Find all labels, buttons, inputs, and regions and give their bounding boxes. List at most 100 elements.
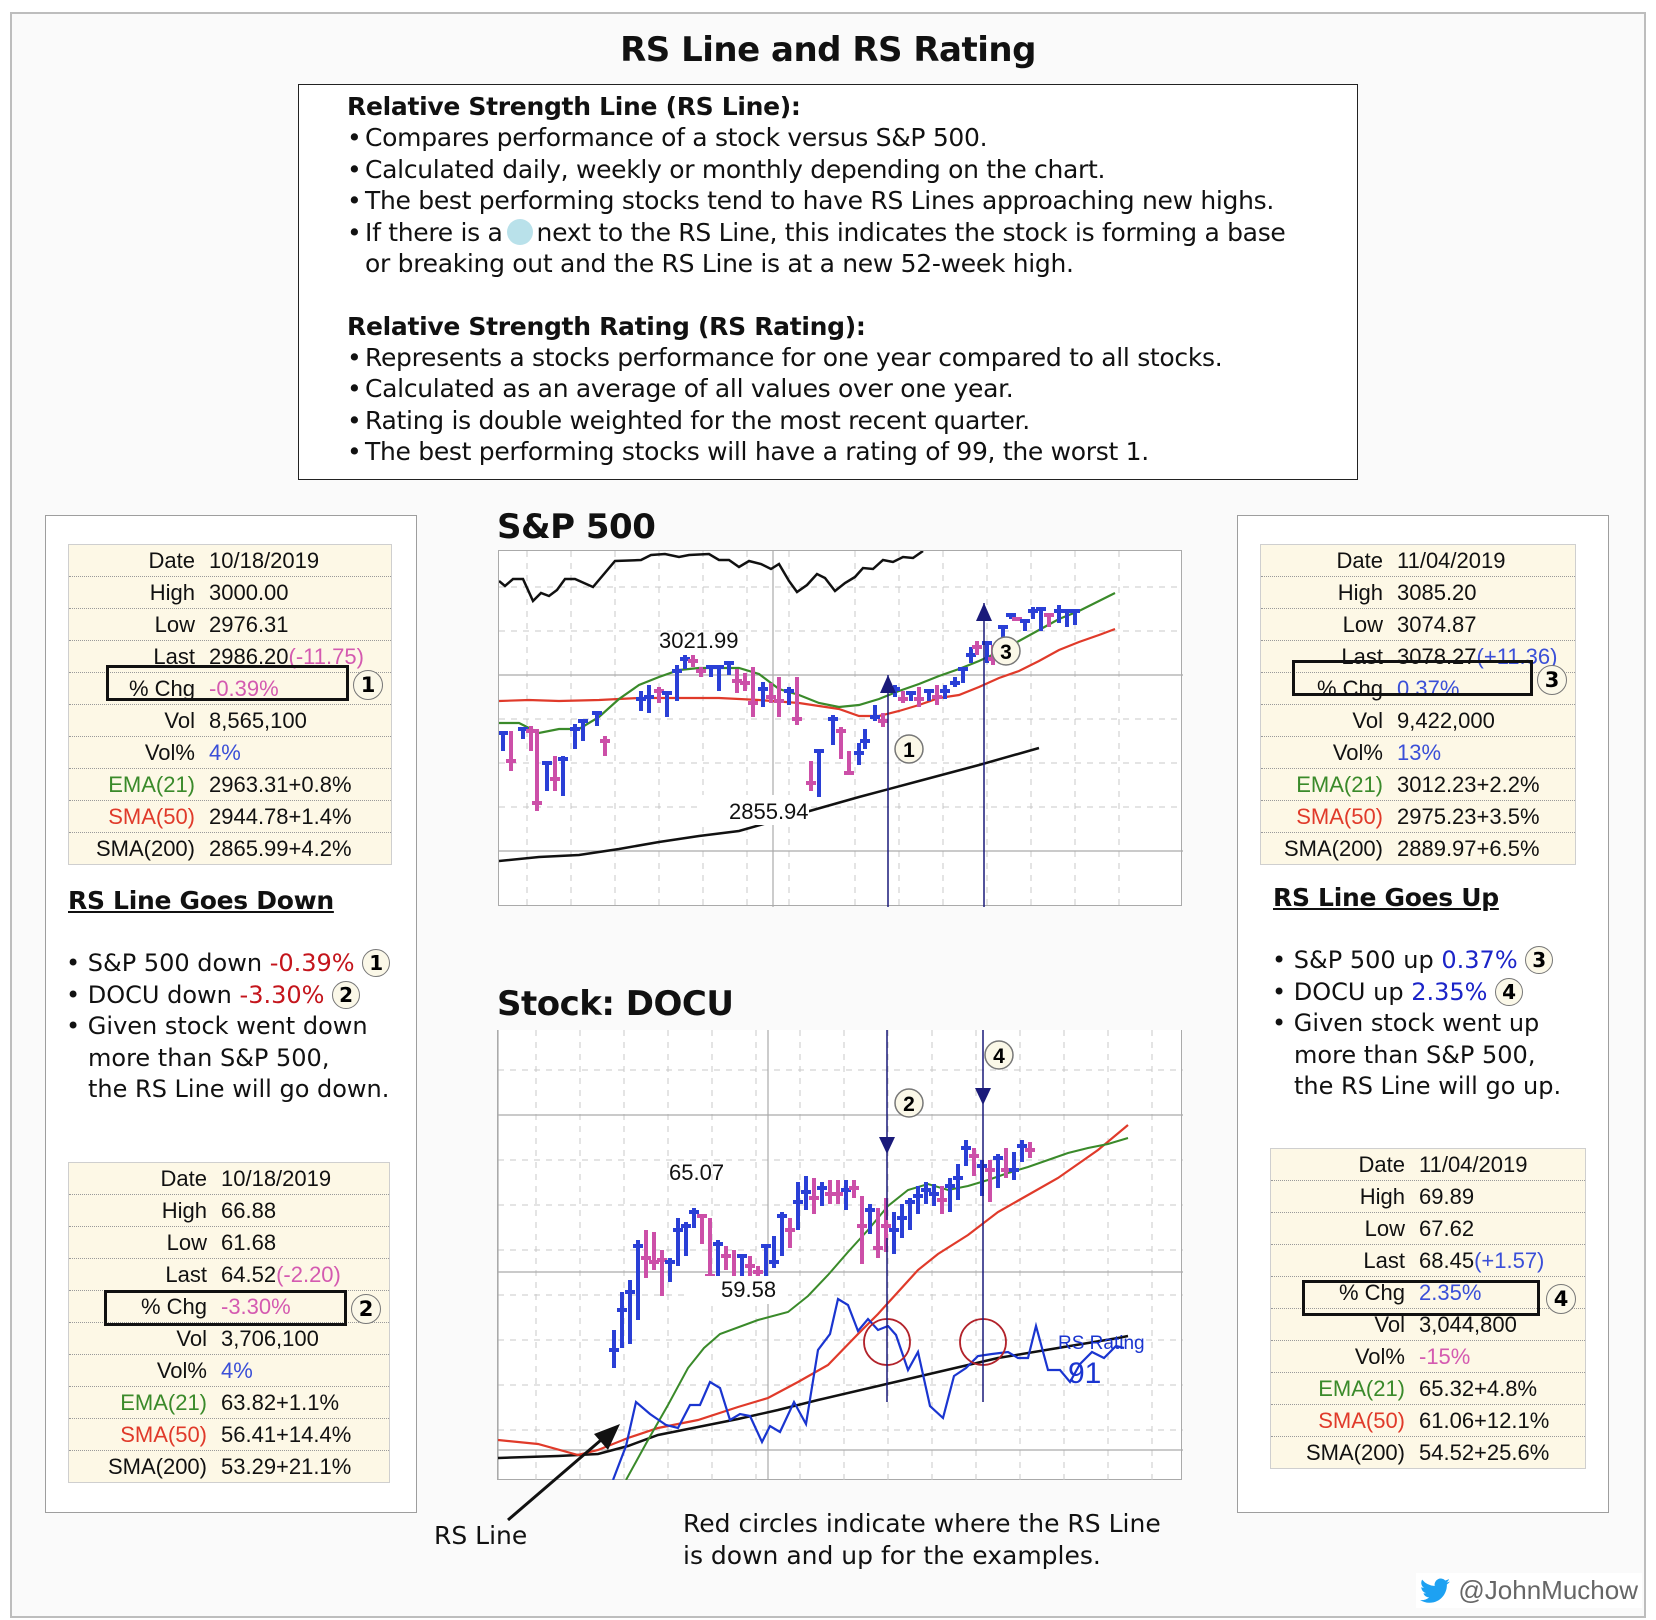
rs-down-bullets: • S&P 500 down -0.39% 1 • DOCU down -3.3…: [66, 948, 391, 1106]
svg-text:4: 4: [993, 1045, 1005, 1068]
list-item: • DOCU down -3.30% 2: [66, 980, 390, 1012]
marker-3-badge: 3: [1525, 946, 1554, 974]
table-row: Vol% -15%: [1271, 1341, 1585, 1373]
page-title: RS Line and RS Rating: [620, 30, 1036, 70]
list-item: • The best performing stocks will have a …: [347, 437, 1149, 466]
sp500-data-table-right: Date 11/04/2019 High 3085.20 Low 3074.87 La…: [1260, 544, 1576, 865]
list-item: • Compares performance of a stock versus …: [347, 123, 988, 152]
docu-high-label: 65.07: [669, 1160, 724, 1185]
table-row: SMA(200) 2865.99+4.2%: [95, 835, 352, 861]
table-row-pct-change: % Chg 0.37%: [1261, 673, 1575, 705]
sp500-chart-title: S&P 500: [497, 507, 656, 547]
marker-2-badge: 2: [332, 980, 361, 1009]
list-item: • Rating is double weighted for the most …: [347, 405, 1030, 435]
twitter-credit[interactable]: @JohnMuchow: [1416, 1573, 1642, 1608]
twitter-bird-icon: [1420, 1577, 1451, 1603]
docu-low-label: 59.58: [721, 1277, 776, 1302]
list-item: • Calculated as an average of all values …: [347, 374, 1014, 403]
arrow-4-head: [975, 1088, 991, 1105]
rs-down-heading: RS Line Goes Down: [68, 886, 334, 915]
sp500-price-bars: [498, 605, 1080, 811]
table-row: Low 67.62: [1271, 1213, 1585, 1245]
pct-change-highlight: [104, 1290, 347, 1326]
table-row: SMA(50) 2944.78+1.4%: [69, 801, 391, 833]
marker-4-badge: [984, 1040, 1014, 1070]
table-row: EMA(21) 63.82+1.1%: [69, 1387, 389, 1419]
table-row: SMA(200) 2889.97+6.5%: [1283, 835, 1540, 861]
sp500-low-label: 2855.94: [729, 799, 809, 824]
marker-1-badge: 1: [353, 670, 383, 700]
table-row: Vol 8,565,100: [69, 705, 391, 737]
table-row-pct-change: % Chg 2.35%: [1271, 1277, 1585, 1309]
twitter-handle: @JohnMuchow: [1458, 1575, 1638, 1605]
sp500-chart: 2855.94 3021.99 1 3: [498, 549, 1183, 907]
table-row-pct-change: % Chg -0.39%: [69, 673, 391, 705]
pct-change-highlight: [1302, 1280, 1540, 1316]
list-item: • If there is a next to the RS Line, this …: [347, 217, 1286, 247]
sp500-data-table-left: Date 10/18/2019 High 3000.00 Low 2976.31 La…: [68, 544, 392, 865]
table-row: Date 10/18/2019: [69, 1163, 389, 1195]
docu-price-chart: 59.58 65.07 2 4 RS Rating 91: [497, 1030, 1183, 1481]
table-row: Low 3074.87: [1261, 609, 1575, 641]
rs-rating-bullets: • Represents a stocks performance for one…: [347, 342, 1357, 468]
definitions-box: Relative Strength Line (RS Line): • Compa…: [298, 84, 1358, 480]
svg-text:2: 2: [903, 1093, 915, 1116]
table-row: Vol% 13%: [1261, 737, 1575, 769]
list-item: • Given stock went down: [66, 1012, 368, 1040]
list-item: • S&P 500 down -0.39% 1: [66, 948, 391, 980]
table-row: Last 68.45 (+1.57): [1271, 1245, 1585, 1277]
rs-up-heading: RS Line Goes Up: [1273, 883, 1499, 912]
docu-chart: 59.58 65.07 2 4 RS Rating 91: [497, 1030, 1183, 1481]
table-row: SMA(50) 2975.23+3.5%: [1261, 801, 1575, 833]
docu-data-table-right: Date 11/04/2019 High 69.89 Low 67.62 Last 68…: [1270, 1148, 1586, 1469]
table-row: Last 2986.20 (-11.75): [69, 641, 391, 673]
marker-4-badge: 4: [1546, 1284, 1576, 1314]
rs-rating-label: RS Rating: [1058, 1333, 1145, 1354]
table-row: Date 10/18/2019: [69, 545, 391, 577]
sp500-price-chart: 2855.94 3021.99 1 3: [498, 549, 1183, 907]
table-row: Low 61.68: [69, 1227, 389, 1259]
rs-line-bullets: • Compares performance of a stock versus …: [347, 122, 1357, 280]
list-item: • Calculated daily, weekly or monthly dep…: [347, 154, 1106, 184]
rs-line-label: RS Line: [434, 1521, 528, 1550]
list-item: • S&P 500 up 0.37% 3: [1272, 945, 1561, 977]
rs-up-bullets: • S&P 500 up 0.37% 3 • DOCU up 2.35% 4 •…: [1272, 945, 1561, 1103]
table-row: EMA(21) 65.32+4.8%: [1271, 1373, 1585, 1405]
table-row: Vol 3,706,100: [69, 1323, 389, 1355]
svg-text:3: 3: [1000, 641, 1012, 664]
rs-line-heading: Relative Strength Line (RS Line):: [347, 92, 801, 121]
pct-change-highlight: [106, 665, 349, 701]
blue-dot-icon: [506, 218, 533, 245]
rs-rating-value: 91: [1068, 1357, 1101, 1390]
arrow-2-head: [879, 1137, 895, 1154]
list-item: • Given stock went up: [1272, 1009, 1540, 1037]
docu-data-table-left: Date 10/18/2019 High 66.88 Low 61.68 Last 64…: [68, 1162, 390, 1483]
table-row: Date 11/04/2019: [1261, 545, 1575, 577]
red-circles-note: Red circles indicate where the RS Line i…: [683, 1509, 1161, 1570]
sp500-high-label: 3021.99: [659, 628, 739, 653]
table-row: SMA(50) 61.06+12.1%: [1271, 1405, 1585, 1437]
list-item-continuation: or breaking out and the RS Line is at a …: [365, 249, 1074, 278]
table-row: High 3085.20: [1261, 577, 1575, 609]
list-item: • Represents a stocks performance for one…: [347, 342, 1223, 372]
docu-chart-title: Stock: DOCU: [497, 984, 734, 1024]
marker-1-badge: 1: [362, 949, 391, 977]
list-item-continuation: the RS Line will go down.: [88, 1075, 390, 1103]
table-row: SMA(200) 54.52+25.6%: [1305, 1439, 1550, 1465]
marker-3-badge: 3: [1537, 665, 1567, 695]
list-item: • The best performing stocks tend to have…: [347, 186, 1275, 215]
table-row: Vol 9,422,000: [1261, 705, 1575, 737]
rs-rating-heading: Relative Strength Rating (RS Rating):: [347, 311, 866, 341]
marker-1-badge: [894, 734, 924, 764]
list-item-continuation: the RS Line will go up.: [1294, 1072, 1562, 1100]
table-row: Low 2976.31: [69, 609, 391, 641]
table-row: High 69.89: [1271, 1181, 1585, 1213]
table-row: High 66.88: [69, 1195, 389, 1227]
marker-2-badge: 2: [351, 1294, 381, 1324]
rs-line-pointer-arrow: [507, 1424, 620, 1522]
table-row: Last 64.52 (-2.20): [69, 1259, 389, 1291]
pct-change-highlight: [1292, 660, 1533, 696]
table-row: SMA(200) 53.29+21.1%: [107, 1453, 352, 1479]
table-row: EMA(21) 3012.23+2.2%: [1261, 769, 1575, 801]
table-row: Last 3078.27 (+11.36): [1261, 641, 1575, 673]
